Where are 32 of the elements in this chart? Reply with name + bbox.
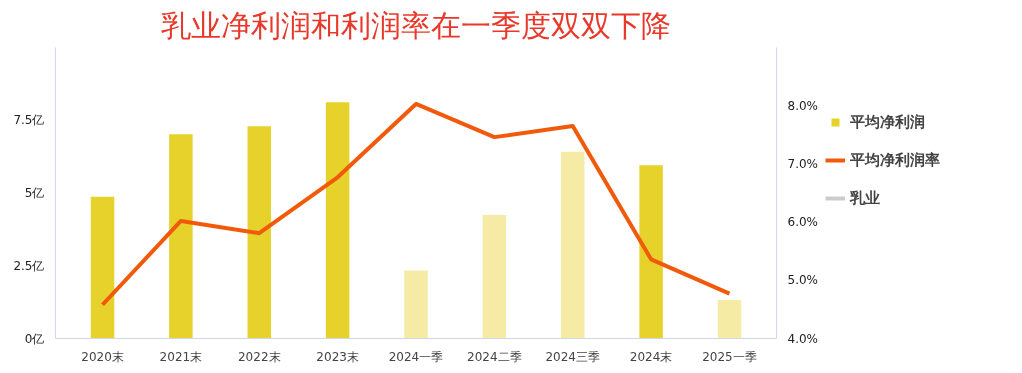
line-series xyxy=(100,101,732,307)
x-tick-label: 2024一季 xyxy=(388,349,444,364)
y2-tick-label: 8.0% xyxy=(787,98,818,113)
bar xyxy=(560,151,585,339)
y-tick-label: 2.5亿 xyxy=(13,258,45,273)
y2-tick-label: 5.0% xyxy=(787,273,818,288)
bar xyxy=(482,215,507,339)
bar xyxy=(404,270,428,339)
x-tick-label: 2020末 xyxy=(81,349,124,364)
chart-title: 乳业净利润和利润率在一季度双双下降 xyxy=(161,7,671,43)
bar xyxy=(169,134,193,339)
x-tick-label: 2022末 xyxy=(237,349,281,364)
y2-tick-label: 6.0% xyxy=(787,215,818,230)
legend-label: 乳业 xyxy=(850,188,880,208)
y2-tick-label: 4.0% xyxy=(787,331,818,346)
x-tick-label: 2024三季 xyxy=(545,349,601,364)
legend-label: 平均净利润 xyxy=(850,112,925,132)
x-tick-label: 2025一季 xyxy=(702,349,757,364)
bar xyxy=(90,196,115,339)
x-tick-label: 2021末 xyxy=(159,349,203,364)
y-tick-label: 5亿 xyxy=(24,186,45,200)
x-tick-label: 2024二季 xyxy=(467,349,522,364)
x-tick-label: 2024末 xyxy=(629,349,673,364)
bar xyxy=(325,102,350,339)
x-tick-label: 2023末 xyxy=(316,349,359,364)
legend-label: 平均净利润率 xyxy=(850,150,940,170)
y2-tick-label: 7.0% xyxy=(787,156,818,171)
y-tick-label: 0亿 xyxy=(24,331,45,346)
bar xyxy=(639,165,663,339)
bar xyxy=(717,300,742,339)
y-tick-label: 7.5亿 xyxy=(13,113,45,128)
bar xyxy=(247,126,272,339)
